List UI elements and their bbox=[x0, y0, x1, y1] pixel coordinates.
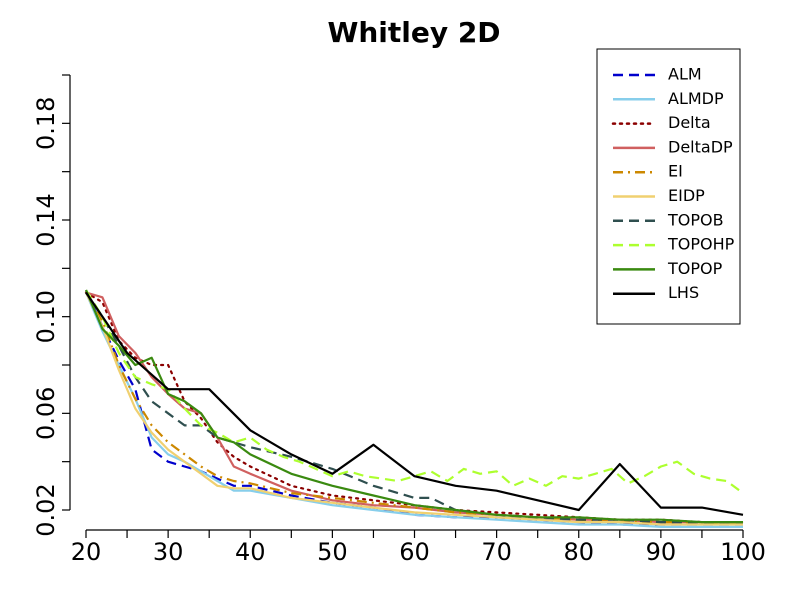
x-tick-label: 50 bbox=[317, 538, 348, 566]
series-line-topop bbox=[84, 289, 743, 524]
x-tick-label: 20 bbox=[71, 538, 102, 566]
plot-lines bbox=[84, 289, 745, 529]
chart-title: Whitley 2D bbox=[327, 16, 500, 49]
legend: ALM ALMDP Delta DeltaDP EI EIDP TOPOB TOPOHP TOP… bbox=[596, 48, 741, 325]
series-line-topohp bbox=[85, 289, 744, 494]
series-line-topob bbox=[85, 291, 743, 524]
y-tick-label: 0.02 bbox=[32, 483, 60, 536]
x-tick-label: 100 bbox=[720, 538, 766, 566]
x-tick-label: 60 bbox=[399, 538, 430, 566]
legend-label-eidp: EIDP bbox=[668, 186, 705, 205]
legend-label-almdp: ALMDP bbox=[668, 89, 724, 108]
x-tick-label: 80 bbox=[563, 538, 594, 566]
series-line-deltadp bbox=[85, 291, 743, 524]
y-tick-label: 0.10 bbox=[32, 290, 60, 343]
legend-label-topohp: TOPOHP bbox=[667, 235, 735, 254]
legend-box bbox=[596, 48, 741, 325]
x-tick-label: 40 bbox=[235, 538, 266, 566]
y-tick-label: 0.14 bbox=[32, 193, 60, 246]
y-tick-label: 0.06 bbox=[32, 387, 60, 440]
x-tick-label: 70 bbox=[481, 538, 512, 566]
y-tick-label: 0.18 bbox=[32, 97, 60, 150]
legend-label-deltadp: DeltaDP bbox=[668, 137, 733, 156]
legend-label-alm: ALM bbox=[668, 65, 702, 84]
series-line-eidp bbox=[85, 292, 743, 526]
legend-label-lhs: LHS bbox=[668, 283, 699, 302]
series-line-lhs bbox=[85, 291, 744, 516]
legend-label-topop: TOPOP bbox=[667, 259, 723, 278]
x-tick-label: 90 bbox=[646, 538, 677, 566]
legend-label-ei: EI bbox=[668, 162, 683, 181]
x-tick-label: 30 bbox=[153, 538, 184, 566]
legend-label-delta: Delta bbox=[668, 113, 711, 132]
legend-label-topob: TOPOB bbox=[667, 210, 724, 229]
axes: 0.02 0.06 0.10 0.14 0.18 20 30 40 50 60 70 80 90 100 bbox=[32, 74, 766, 566]
